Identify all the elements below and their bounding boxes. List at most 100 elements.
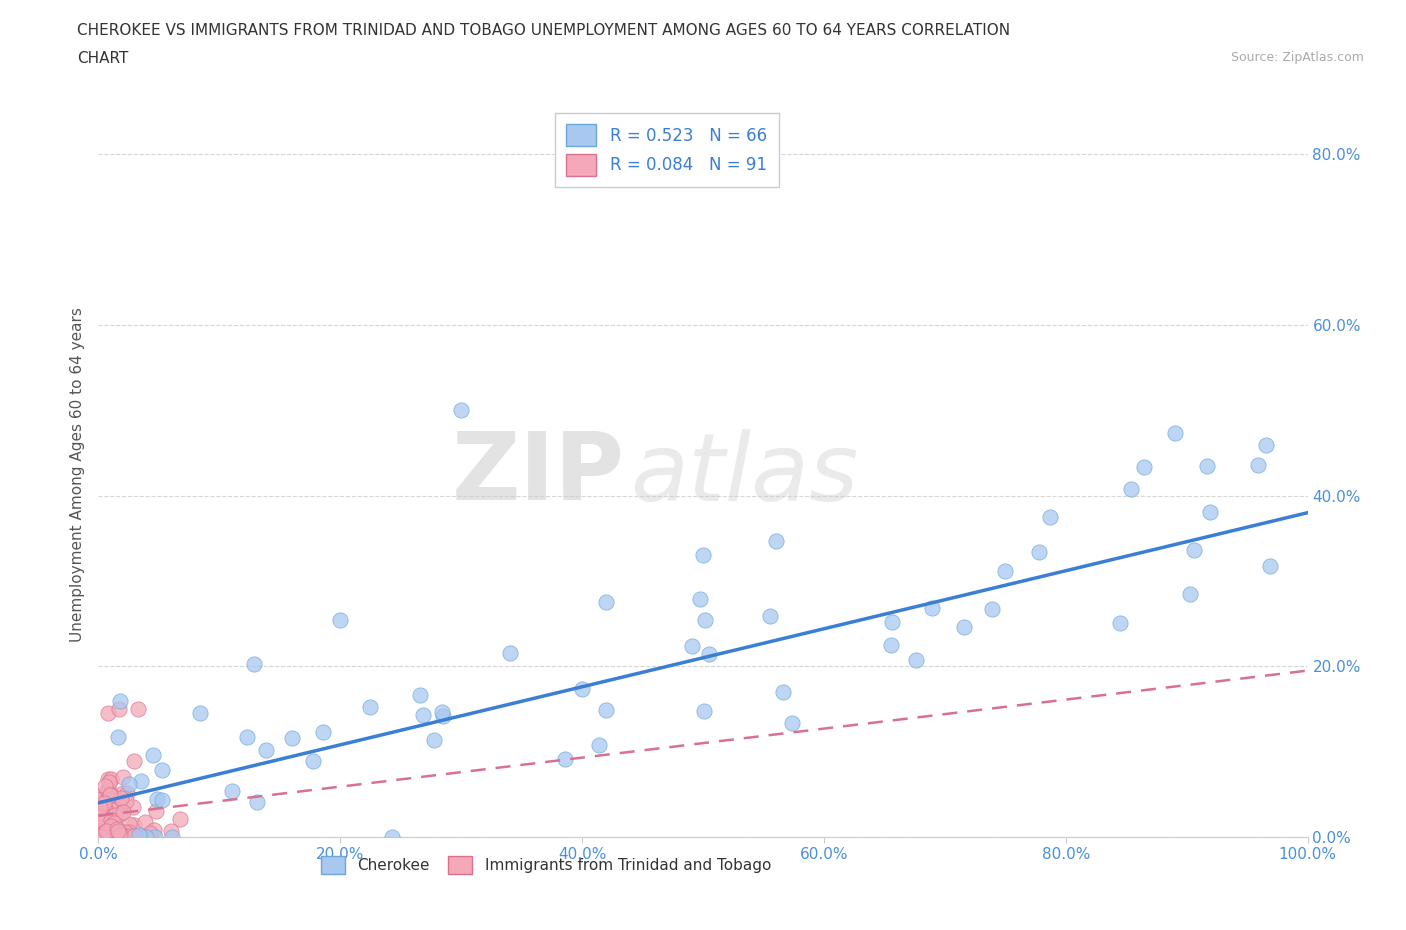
Point	[499, 646, 522, 661]
Point	[89, 789, 111, 804]
Point	[122, 817, 145, 832]
Point	[169, 812, 191, 827]
Point	[689, 591, 711, 606]
Point	[94, 818, 117, 833]
Point	[142, 748, 165, 763]
Point	[692, 548, 714, 563]
Point	[1039, 509, 1062, 524]
Point	[94, 795, 117, 810]
Point	[90, 825, 112, 840]
Point	[120, 829, 142, 844]
Point	[103, 820, 125, 835]
Point	[142, 823, 165, 838]
Point	[121, 800, 143, 815]
Point	[246, 795, 269, 810]
Point	[280, 731, 302, 746]
Point	[93, 825, 115, 840]
Text: ZIP: ZIP	[451, 429, 624, 520]
Point	[135, 830, 157, 844]
Point	[359, 699, 381, 714]
Point	[160, 824, 183, 839]
Point	[1178, 587, 1201, 602]
Point	[91, 796, 114, 811]
Point	[134, 814, 156, 829]
Point	[693, 704, 716, 719]
Point	[90, 817, 112, 831]
Legend: Cherokee, Immigrants from Trinidad and Tobago: Cherokee, Immigrants from Trinidad and T…	[315, 850, 778, 880]
Point	[1109, 616, 1132, 631]
Point	[129, 774, 152, 789]
Text: CHART: CHART	[77, 51, 129, 66]
Point	[122, 753, 145, 768]
Point	[94, 828, 117, 843]
Point	[105, 821, 128, 836]
Point	[94, 823, 117, 838]
Point	[98, 788, 121, 803]
Point	[96, 811, 118, 826]
Point	[110, 799, 132, 814]
Point	[103, 816, 125, 830]
Point	[108, 828, 131, 843]
Point	[101, 826, 124, 841]
Point	[1164, 426, 1187, 441]
Point	[89, 816, 111, 830]
Point	[97, 772, 120, 787]
Point	[302, 753, 325, 768]
Point	[450, 403, 472, 418]
Point	[880, 615, 903, 630]
Point	[994, 564, 1017, 578]
Point	[432, 704, 454, 719]
Point	[1198, 504, 1220, 519]
Point	[90, 829, 112, 844]
Point	[143, 830, 166, 844]
Point	[921, 601, 943, 616]
Point	[90, 815, 112, 830]
Point	[112, 786, 135, 801]
Point	[412, 708, 434, 723]
Point	[100, 818, 122, 833]
Point	[96, 782, 118, 797]
Point	[188, 705, 211, 720]
Point	[1182, 542, 1205, 557]
Point	[905, 653, 928, 668]
Text: atlas: atlas	[630, 429, 859, 520]
Point	[114, 825, 136, 840]
Point	[423, 733, 446, 748]
Point	[107, 823, 129, 838]
Point	[100, 802, 122, 817]
Point	[118, 777, 141, 791]
Point	[98, 817, 121, 831]
Point	[91, 813, 114, 828]
Point	[118, 825, 141, 840]
Point	[381, 830, 404, 844]
Point	[108, 829, 131, 844]
Point	[91, 813, 114, 828]
Point	[115, 786, 138, 801]
Text: Source: ZipAtlas.com: Source: ZipAtlas.com	[1230, 51, 1364, 64]
Point	[100, 772, 122, 787]
Point	[89, 791, 111, 806]
Point	[595, 702, 617, 717]
Point	[1195, 458, 1218, 473]
Point	[139, 825, 162, 840]
Point	[90, 829, 112, 844]
Point	[93, 794, 115, 809]
Point	[91, 815, 114, 830]
Text: CHEROKEE VS IMMIGRANTS FROM TRINIDAD AND TOBAGO UNEMPLOYMENT AMONG AGES 60 TO 64: CHEROKEE VS IMMIGRANTS FROM TRINIDAD AND…	[77, 23, 1011, 38]
Point	[97, 783, 120, 798]
Point	[782, 716, 804, 731]
Point	[104, 807, 127, 822]
Point	[1247, 458, 1270, 472]
Point	[311, 724, 333, 739]
Point	[104, 802, 127, 817]
Point	[100, 812, 122, 827]
Point	[110, 790, 132, 805]
Point	[110, 806, 132, 821]
Point	[94, 778, 117, 793]
Point	[981, 602, 1004, 617]
Point	[1028, 544, 1050, 559]
Point	[108, 826, 131, 841]
Point	[90, 825, 112, 840]
Point	[108, 693, 131, 708]
Point	[89, 819, 111, 834]
